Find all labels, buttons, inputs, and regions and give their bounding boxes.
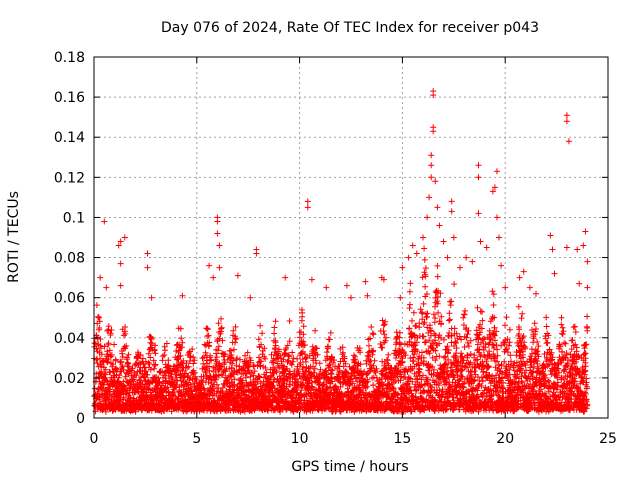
y-tick-label: 0.12 [54,170,85,186]
y-tick-label: 0.08 [54,251,85,267]
x-tick-label: 10 [291,431,309,447]
y-tick-label: 0.02 [54,371,85,387]
x-tick-label: 25 [599,431,617,447]
x-tick-label: 0 [90,431,99,447]
chart-title: Day 076 of 2024, Rate Of TEC Index for r… [161,20,539,36]
y-axis-label: ROTI / TECUs [6,191,22,283]
x-tick-label: 15 [393,431,411,447]
ticks-layer: 0 0.02 0.04 0.06 0.08 0.1 0.12 0.14 0.16 0.18 0 5 10… [54,50,617,447]
x-tick-label: 5 [192,431,201,447]
y-tick-label: 0.14 [54,130,85,146]
plot-frame [93,56,609,419]
x-tick-label: 20 [496,431,514,447]
y-tick-label: 0.18 [54,50,85,66]
y-tick-label: 0.04 [54,331,85,347]
y-tick-label: 0.06 [54,291,85,307]
y-tick-label: 0.1 [63,210,85,226]
x-axis-label: GPS time / hours [291,459,408,475]
y-tick-label: 0 [76,411,85,427]
y-tick-label: 0.16 [54,90,85,106]
